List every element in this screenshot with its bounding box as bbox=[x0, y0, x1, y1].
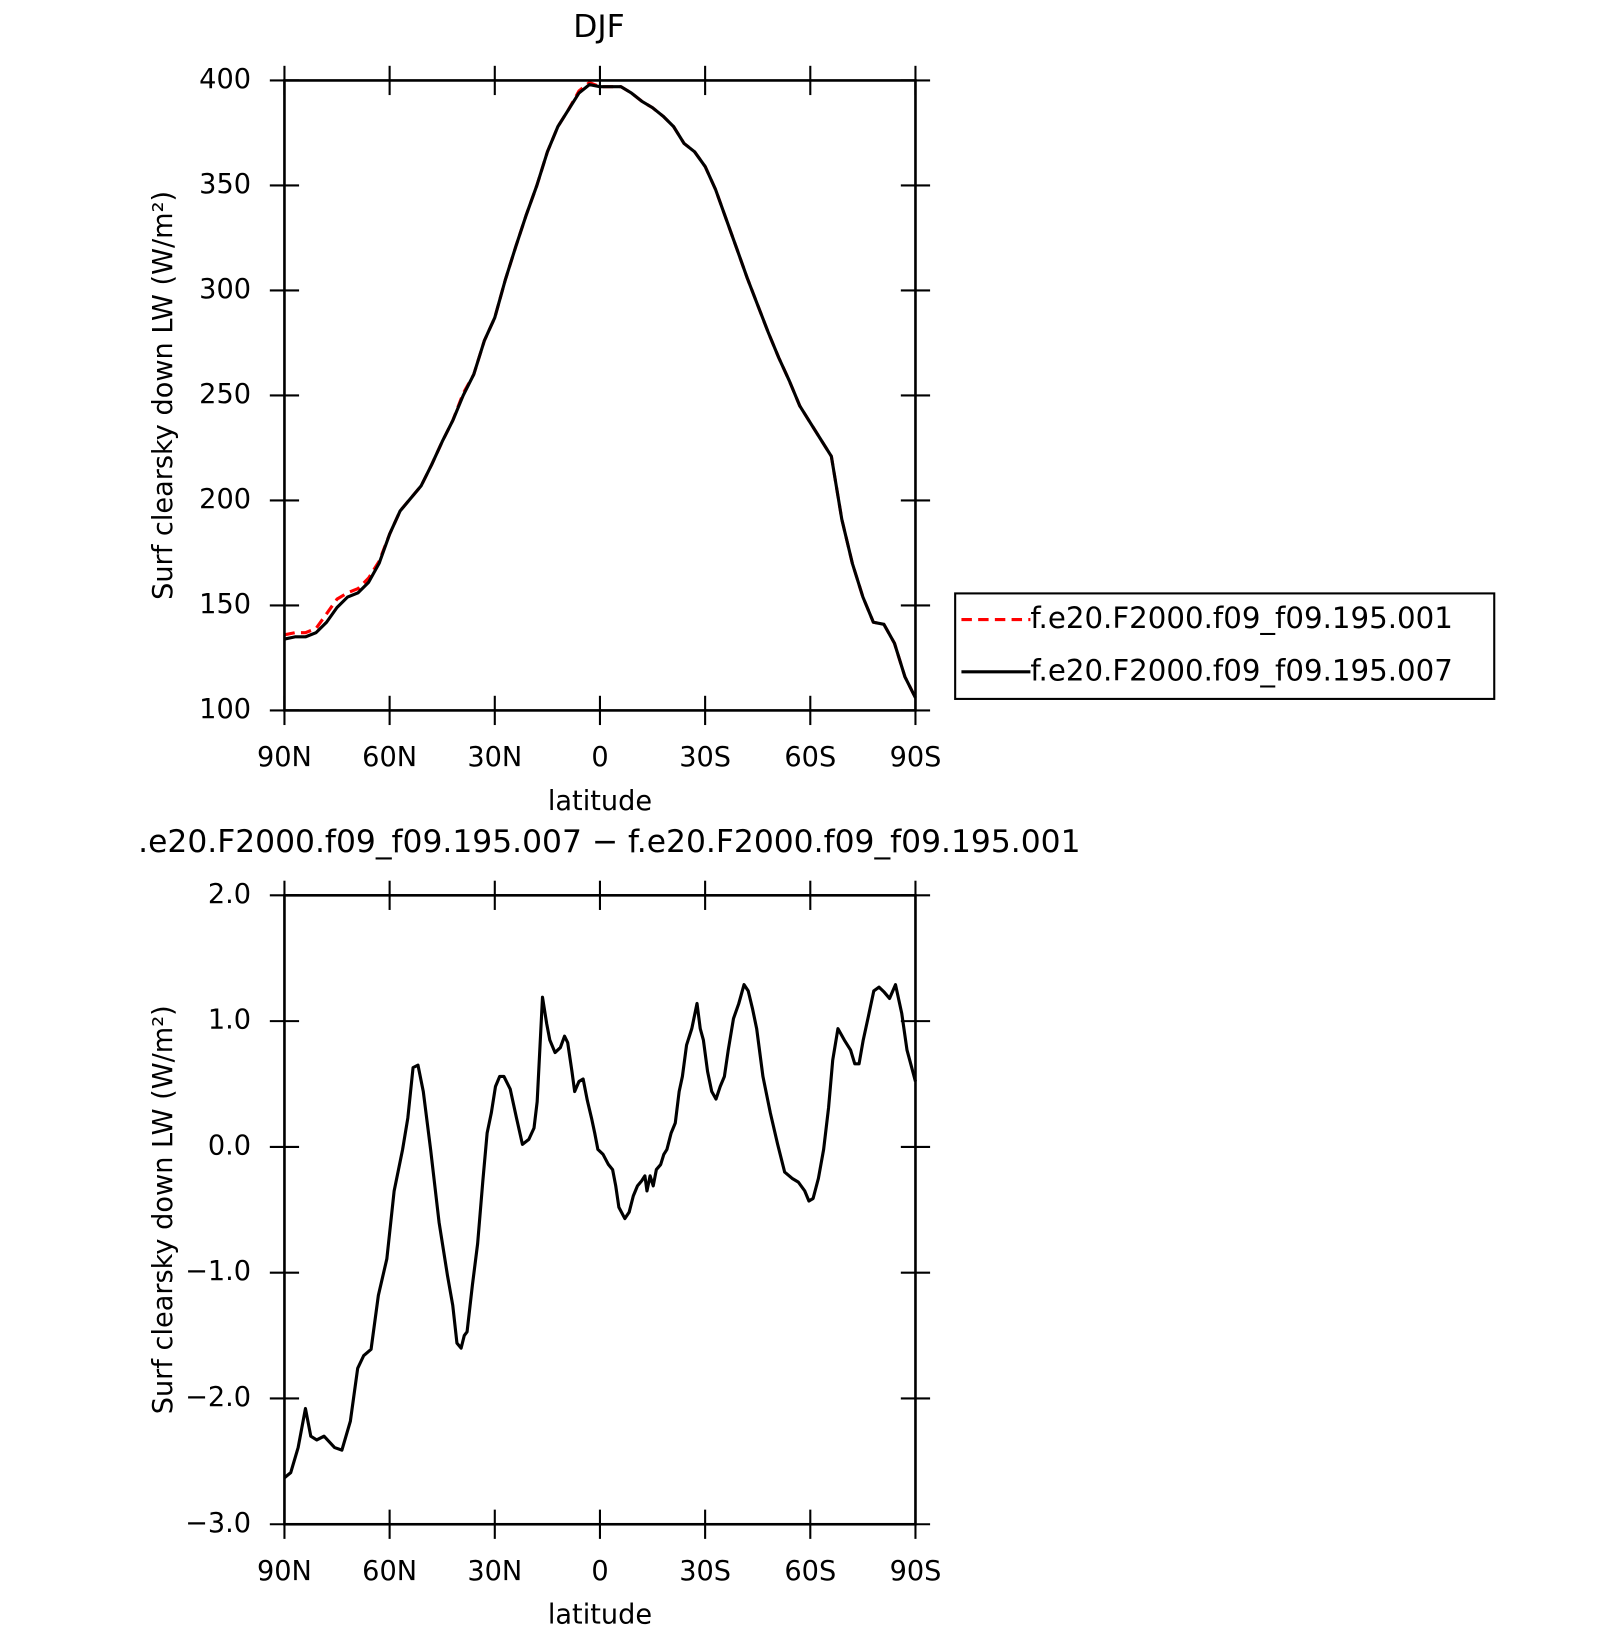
x-tick-label: 60N bbox=[362, 742, 417, 773]
plot-frame bbox=[283, 79, 917, 712]
y-tick-label: 2.0 bbox=[208, 879, 251, 910]
x-tick-label: 30S bbox=[679, 742, 731, 773]
x-tick-label: 0 bbox=[591, 742, 608, 773]
chart-title: DJF bbox=[573, 9, 624, 45]
x-tick-label: 60S bbox=[784, 742, 836, 773]
y-tick-label: 200 bbox=[199, 484, 251, 515]
x-tick-label: 60N bbox=[362, 1556, 417, 1587]
y-tick-label: −3.0 bbox=[185, 1508, 251, 1539]
data-line bbox=[284, 83, 917, 699]
y-tick-label: −1.0 bbox=[185, 1256, 251, 1287]
y-tick-label: 400 bbox=[199, 64, 251, 95]
x-tick-label: 90S bbox=[890, 1556, 942, 1587]
y-tick-label: 250 bbox=[199, 379, 251, 410]
y-tick-label: 0.0 bbox=[208, 1130, 251, 1161]
x-axis-label: latitude bbox=[548, 786, 652, 817]
y-axis-label: Surf clearsky down LW (W/m²) bbox=[148, 191, 179, 600]
y-tick-label: −2.0 bbox=[185, 1382, 251, 1413]
y-tick-label: 350 bbox=[199, 169, 251, 200]
data-line bbox=[283, 983, 917, 1479]
legend-label: f.e20.F2000.f09_f09.195.007 bbox=[1030, 653, 1452, 687]
x-tick-label: 0 bbox=[591, 1556, 608, 1587]
y-tick-label: 300 bbox=[199, 274, 251, 305]
x-tick-label: 90N bbox=[257, 1556, 312, 1587]
data-line bbox=[284, 80, 917, 699]
y-tick-label: 150 bbox=[199, 589, 251, 620]
x-tick-label: 60S bbox=[784, 1556, 836, 1587]
x-tick-label: 30N bbox=[467, 742, 522, 773]
x-axis-label: latitude bbox=[548, 1600, 652, 1631]
legend-box bbox=[954, 592, 1496, 700]
y-tick-label: 1.0 bbox=[208, 1005, 251, 1036]
chart-title: .e20.F2000.f09_f09.195.007 − f.e20.F2000… bbox=[138, 824, 1080, 860]
x-tick-label: 30N bbox=[467, 1556, 522, 1587]
y-tick-label: 100 bbox=[199, 694, 251, 725]
plot-frame bbox=[283, 894, 917, 1526]
x-tick-label: 90N bbox=[257, 742, 312, 773]
y-axis-label: Surf clearsky down LW (W/m²) bbox=[148, 1005, 179, 1414]
x-tick-label: 90S bbox=[890, 742, 942, 773]
legend-label: f.e20.F2000.f09_f09.195.001 bbox=[1030, 601, 1452, 635]
x-tick-label: 30S bbox=[679, 1556, 731, 1587]
